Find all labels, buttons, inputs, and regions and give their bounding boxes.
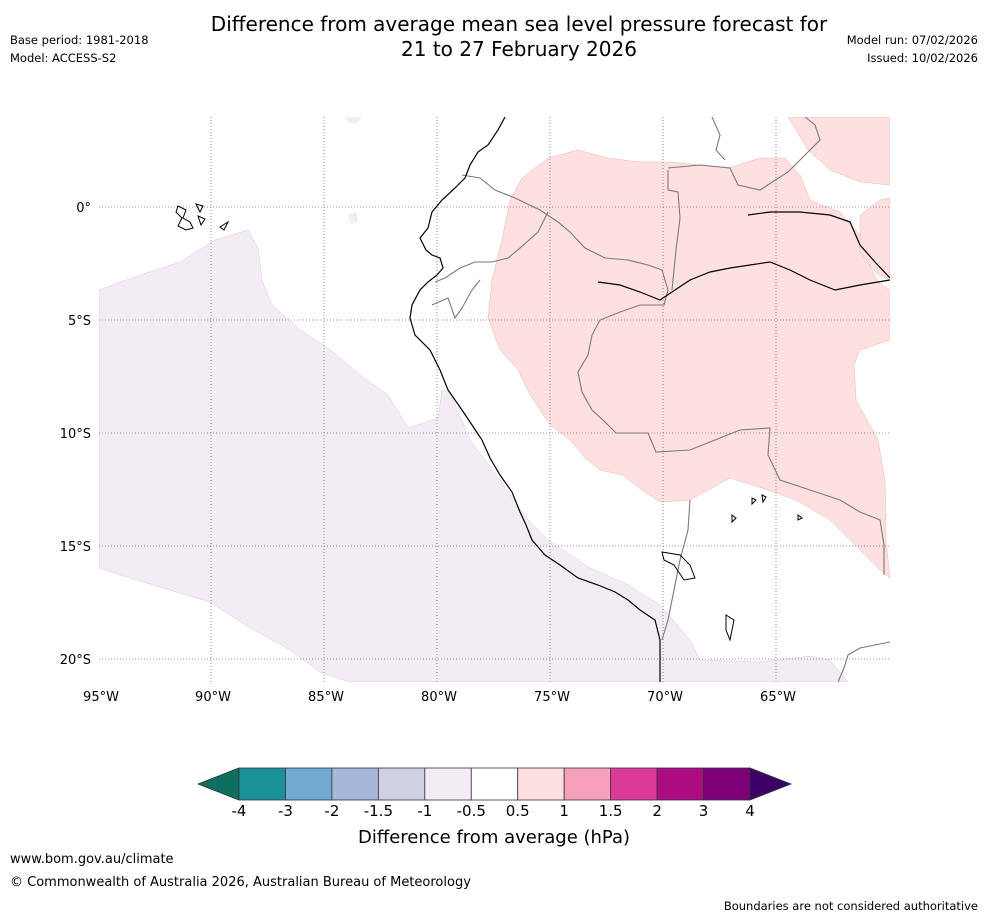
lon-label: 75°W xyxy=(534,690,570,705)
country-borders xyxy=(431,117,890,682)
colorbar-cell xyxy=(703,767,751,801)
colorbar-tick-label: -3 xyxy=(278,802,293,820)
lon-label: 85°W xyxy=(308,690,344,705)
colorbar-cell xyxy=(285,767,333,801)
lat-label: 20°S xyxy=(60,653,91,668)
lat-label: 5°S xyxy=(68,314,91,329)
colorbar-cell xyxy=(517,767,565,801)
copyright-text: © Commonwealth of Australia 2026, Austra… xyxy=(10,875,471,890)
colorbar-cell xyxy=(563,767,612,801)
colorbar-cell xyxy=(610,767,658,801)
coastline xyxy=(409,117,890,682)
base-period-text: Base period: 1981-2018 xyxy=(10,33,149,47)
colorbar-cell xyxy=(656,767,704,801)
colorbar-tick-label: 4 xyxy=(745,802,755,820)
colorbar-tick-label: -1 xyxy=(417,802,432,820)
colorbar-tick-label: 1.5 xyxy=(599,802,623,820)
colorbar-cells xyxy=(238,767,751,801)
chart-title: Difference from average mean sea level p… xyxy=(180,12,858,62)
title-line-1: Difference from average mean sea level p… xyxy=(210,12,828,36)
metadata-right: Model run: 07/02/2026 Issued: 10/02/2026 xyxy=(847,31,978,67)
colorbar-tick-labels: -4 -3 -2 -1.5 -1 -0.5 0.5 1 1.5 2 3 4 xyxy=(232,802,755,820)
lat-label: 10°S xyxy=(60,427,91,442)
colorbar-cell xyxy=(377,767,426,801)
lat-label: 15°S xyxy=(60,540,91,555)
colorbar-tick-label: 3 xyxy=(699,802,709,820)
islands xyxy=(175,203,803,642)
issued-text: Issued: 10/02/2026 xyxy=(867,51,978,65)
latitude-labels: 0° 5°S 10°S 15°S 20°S xyxy=(60,201,91,668)
lon-label: 90°W xyxy=(195,690,231,705)
lon-label: 70°W xyxy=(647,690,683,705)
website-link[interactable]: www.bom.gov.au/climate xyxy=(10,852,174,867)
model-text: Model: ACCESS-S2 xyxy=(10,51,117,65)
metadata-left: Base period: 1981-2018 Model: ACCESS-S2 xyxy=(10,31,149,67)
colorbar-tick-label: -0.5 xyxy=(457,802,486,820)
lon-label: 95°W xyxy=(83,690,119,705)
colorbar-under-arrow xyxy=(196,767,240,801)
map-panel xyxy=(99,117,890,682)
colorbar-tick-label: 2 xyxy=(652,802,662,820)
colorbar: -4 -3 -2 -1.5 -1 -0.5 0.5 1 1.5 2 3 4 Difference fr… xyxy=(196,767,793,848)
colorbar-tick-label: 1 xyxy=(559,802,569,820)
longitude-labels: 95°W 90°W 85°W 80°W 75°W 70°W 65°W xyxy=(83,690,796,705)
colorbar-title: Difference from average (hPa) xyxy=(358,827,630,848)
colorbar-tick-label: -1.5 xyxy=(364,802,393,820)
colorbar-cell xyxy=(238,767,286,801)
anomaly-region-negative-small xyxy=(346,117,362,124)
anomaly-region-positive-northeast xyxy=(787,117,890,186)
graticule xyxy=(99,117,890,682)
disclaimer-text: Boundaries are not considered authoritat… xyxy=(723,899,978,913)
colorbar-tick-label: -4 xyxy=(232,802,247,820)
colorbar-cell xyxy=(331,767,379,801)
title-line-2: 21 to 27 February 2026 xyxy=(401,37,637,61)
lon-label: 80°W xyxy=(421,690,457,705)
anomaly-region-negative-dot xyxy=(348,212,358,224)
colorbar-tick-label: -2 xyxy=(324,802,339,820)
model-run-text: Model run: 07/02/2026 xyxy=(846,33,978,47)
anomaly-region-negative-pacific xyxy=(99,229,849,682)
colorbar-over-arrow xyxy=(749,767,793,801)
colorbar-cell xyxy=(424,767,472,801)
lat-label: 0° xyxy=(76,201,91,216)
lon-label: 65°W xyxy=(760,690,796,705)
colorbar-tick-label: 0.5 xyxy=(506,802,530,820)
colorbar-cell xyxy=(470,767,519,801)
anomaly-region-positive-east xyxy=(859,197,890,281)
